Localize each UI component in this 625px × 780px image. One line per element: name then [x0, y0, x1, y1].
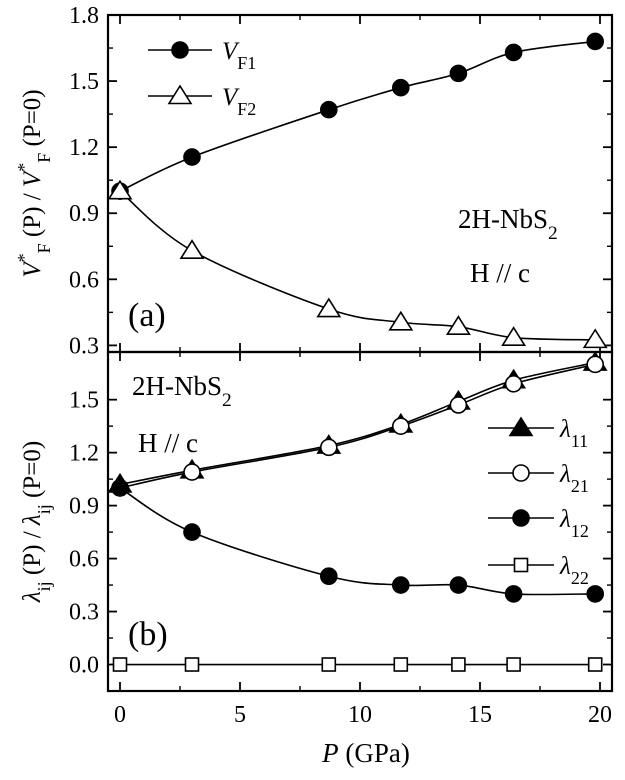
- y-axis-label: V*F (P) / V*F (P=0): [14, 89, 54, 277]
- legend-marker: [167, 84, 193, 105]
- legend-label: VF2: [222, 84, 256, 119]
- series-λ22: [112, 657, 603, 672]
- data-point: [388, 310, 414, 331]
- panel-label: (a): [128, 297, 166, 334]
- field-annotation: H // c: [138, 428, 198, 458]
- data-point: [319, 567, 338, 586]
- data-point: [586, 585, 605, 603]
- x-axis-label-text: P (GPa): [321, 738, 410, 768]
- y-tick-label: 1.5: [69, 69, 99, 95]
- data-point: [504, 585, 523, 603]
- data-point: [504, 43, 523, 62]
- legend-marker: [512, 464, 530, 482]
- data-point: [183, 523, 201, 541]
- data-point: [582, 328, 608, 349]
- data-point: [112, 657, 128, 672]
- data-point: [184, 657, 200, 672]
- x-tick-label: 10: [348, 702, 372, 728]
- data-point: [316, 297, 342, 318]
- y-tick-label: 0.6: [69, 267, 99, 293]
- data-point: [501, 326, 527, 346]
- data-point: [586, 355, 605, 374]
- legend: λ11 λ21 λ12 λ22: [488, 416, 589, 588]
- y-tick-label: 1.8: [69, 3, 99, 29]
- material-annotation: 2H-NbS2: [132, 371, 232, 411]
- data-point: [183, 463, 201, 481]
- data-point: [449, 64, 468, 83]
- x-tick-label: 15: [468, 702, 492, 728]
- x-tick-label: 5: [234, 702, 246, 728]
- data-point: [449, 576, 468, 594]
- legend-marker: [508, 416, 534, 437]
- data-point: [445, 315, 471, 335]
- x-axis-label: P (GPa): [321, 738, 410, 768]
- y-tick-label: 0.9: [69, 201, 99, 227]
- y-axis-label: λij (P) / λij (P=0): [19, 441, 54, 603]
- data-point: [506, 657, 521, 672]
- legend-marker: [513, 557, 529, 573]
- y-tick-label: 0.0: [69, 653, 99, 679]
- y-tick-label: 0.3: [69, 333, 99, 359]
- legend-label: λ12: [559, 506, 589, 541]
- series-λ12: [111, 479, 605, 603]
- data-point: [111, 479, 129, 497]
- data-point: [391, 417, 410, 435]
- series-λ21: [111, 355, 605, 497]
- panel-a: 0.3 0.6 0.9 1.2 1.5 1.8 V*F (P) / V*F (P=0) (a)…: [14, 3, 614, 359]
- series-line: [119, 40, 596, 192]
- y-tick-label: 1.5: [69, 388, 99, 414]
- series-VF1: [111, 32, 605, 201]
- plot-frame: [106, 13, 614, 354]
- series-VF2: [107, 179, 608, 349]
- x-tick-label: 20: [588, 702, 612, 728]
- y-tick-label: 1.2: [69, 441, 99, 467]
- data-point: [391, 576, 410, 594]
- y-tick-label: 0.6: [69, 547, 99, 573]
- panel-label: (b): [128, 616, 168, 653]
- legend-label: λ11: [559, 416, 588, 451]
- plot-frame: [106, 350, 614, 693]
- data-point: [319, 438, 338, 457]
- data-point: [391, 78, 410, 97]
- data-point: [586, 32, 605, 51]
- legend-label: λ22: [559, 553, 589, 588]
- panel-b: 0.0 0.3 0.6 0.9 1.2 1.5 0 5 10 15 20 λij (P) / λij …: [19, 350, 614, 728]
- material-annotation: 2H-NbS2: [458, 204, 558, 244]
- data-point: [504, 374, 523, 393]
- x-tick-label: 0: [114, 702, 126, 728]
- data-point: [587, 657, 603, 672]
- y-tick-label: 0.9: [69, 494, 99, 520]
- data-point: [179, 239, 205, 259]
- data-point: [449, 396, 468, 414]
- data-point: [321, 657, 337, 672]
- legend-label: λ21: [559, 461, 589, 496]
- data-point: [319, 100, 338, 119]
- y-tick-label: 0.3: [69, 600, 99, 626]
- legend-marker: [512, 509, 530, 527]
- series-line: [119, 487, 596, 596]
- data-point: [393, 657, 409, 672]
- data-point: [107, 179, 133, 200]
- legend-marker: [171, 41, 189, 59]
- data-point: [183, 148, 201, 166]
- data-point: [451, 657, 466, 672]
- field-annotation: H // c: [470, 258, 530, 288]
- y-tick-label: 1.2: [69, 135, 99, 161]
- legend-label: VF1: [222, 38, 256, 73]
